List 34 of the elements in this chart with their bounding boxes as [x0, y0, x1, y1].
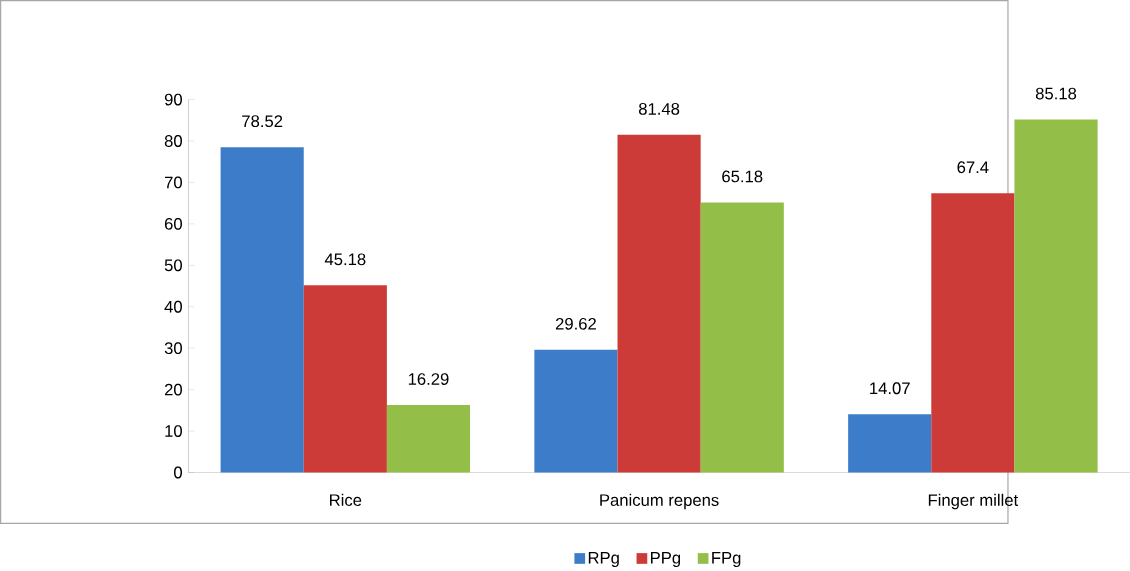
legend-label: RPg [588, 552, 619, 568]
legend-label: PPg [650, 552, 681, 568]
y-tick-label: 40 [164, 300, 182, 313]
y-tick-label: 60 [164, 218, 182, 230]
data-label: 65.18 [722, 170, 763, 183]
data-label: 78.52 [242, 115, 283, 128]
data-label: 85.18 [1035, 87, 1077, 100]
x-tick-label: Finger millet [928, 493, 1019, 510]
y-tick-label: 10 [165, 425, 182, 438]
bar [931, 193, 1015, 473]
x-tick-label: Panicum repens [600, 493, 719, 510]
y-tick-label: 80 [164, 135, 182, 147]
data-label: 29.62 [555, 317, 596, 330]
data-label: 67.4 [957, 161, 989, 174]
bar [220, 147, 304, 473]
data-label: 81.48 [638, 103, 680, 115]
y-tick-label: 20 [164, 383, 182, 396]
x-tick-label: Rice [330, 493, 362, 507]
bar [534, 349, 618, 473]
y-tick-label: 90 [164, 93, 182, 106]
y-tick-label: 0 [174, 466, 182, 479]
bar [303, 285, 387, 473]
bar [700, 202, 784, 473]
y-tick-label: 50 [164, 259, 182, 272]
data-label: 16.29 [408, 373, 449, 386]
bar [848, 414, 932, 473]
bar [1014, 119, 1098, 473]
y-tick-label: 70 [164, 176, 182, 189]
y-tick-label: 30 [164, 342, 182, 355]
data-label: 14.07 [870, 382, 910, 395]
legend-label: FPg [712, 552, 741, 568]
data-label: 45.18 [324, 253, 366, 266]
bar [386, 405, 471, 473]
bar [617, 134, 701, 473]
